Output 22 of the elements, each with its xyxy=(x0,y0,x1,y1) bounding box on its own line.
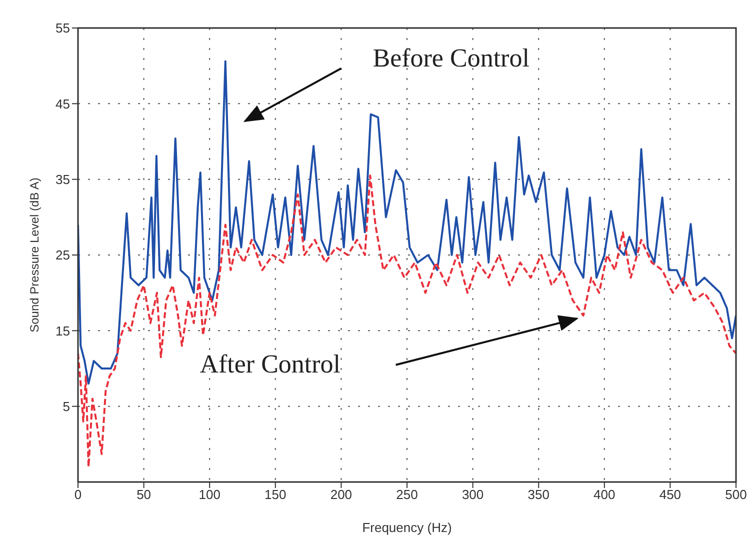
x-tick-label: 50 xyxy=(136,487,152,502)
y-tick-label: 25 xyxy=(56,248,70,263)
x-tick-label: 300 xyxy=(462,487,484,502)
y-tick-label: 5 xyxy=(62,398,70,414)
x-tick-label: 200 xyxy=(330,487,352,502)
line-series xyxy=(78,174,736,468)
annotation: Before Control xyxy=(372,44,530,73)
annotation: After Control xyxy=(200,350,341,379)
x-tick-label: 400 xyxy=(594,487,616,502)
y-tick-label: 15 xyxy=(56,323,70,338)
x-tick-label: 250 xyxy=(396,487,418,502)
x-tick-label: 500 xyxy=(725,487,747,502)
y-tick-label: 35 xyxy=(56,172,70,187)
x-tick-label: 100 xyxy=(198,487,220,502)
y-tick-label: 55 xyxy=(56,20,70,36)
x-tick-label: 0 xyxy=(74,487,82,502)
y-tick-label: 45 xyxy=(56,96,70,112)
x-tick-label: 350 xyxy=(528,487,550,502)
x-tick-label: 150 xyxy=(264,487,286,502)
x-axis-title: Frequency (Hz) xyxy=(362,520,452,535)
y-axis-title: Sound Pressure Level (dB A) xyxy=(27,178,42,332)
x-tick-label: 450 xyxy=(659,487,682,502)
